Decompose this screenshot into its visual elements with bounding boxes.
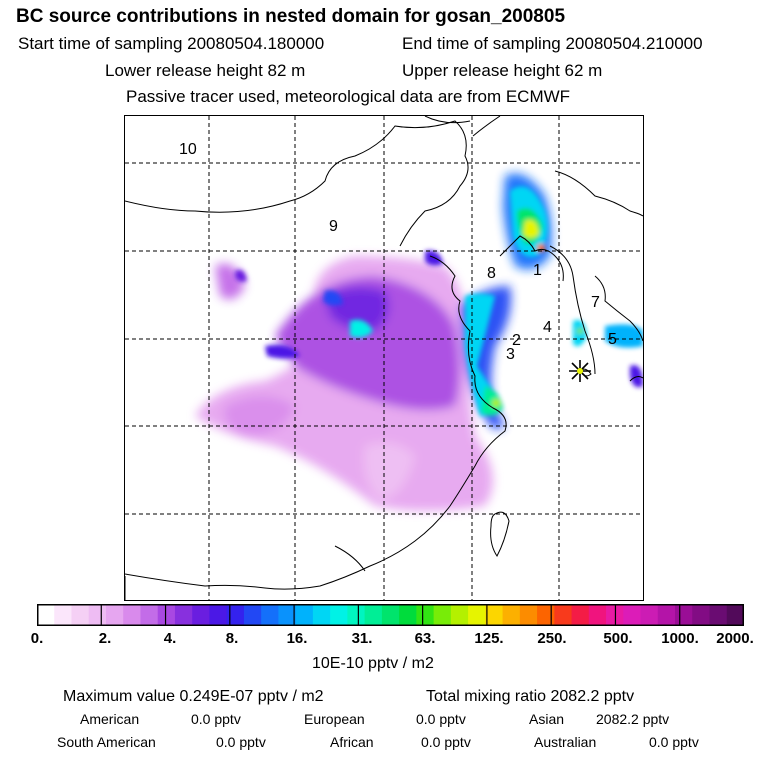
colorbar-swatch [54, 604, 73, 626]
colorbar-tick-3: 8. [225, 630, 239, 647]
region-label-4: 4 [543, 319, 552, 336]
colorbar [37, 604, 744, 626]
colorbar-swatch [709, 604, 728, 626]
colorbar-swatch [657, 604, 676, 626]
european-value: 0.0 pptv [416, 711, 466, 727]
region-label-5: 5 [608, 331, 617, 348]
region-label-8: 8 [487, 265, 496, 282]
colorbar-swatch [88, 604, 107, 626]
colorbar-tick-6: 63. [414, 630, 436, 647]
colorbar-tick-8: 250. [537, 630, 567, 647]
colorbar-swatch [209, 604, 228, 626]
colorbar-swatch [381, 604, 400, 626]
colorbar-unit: 10E-10 pptv / m2 [312, 655, 434, 672]
colorbar-tick-2: 4. [163, 630, 177, 647]
end-time-label: End time of sampling 20080504.210000 [402, 34, 703, 53]
american-label: American [80, 711, 140, 727]
south-american-value: 0.0 pptv [216, 734, 266, 750]
colorbar-swatch [571, 604, 590, 626]
lower-height-label: Lower release height 82 m [105, 61, 306, 80]
coastlines [125, 116, 643, 600]
map-svg: 10 9 8 1 7 2 3 4 5 [125, 116, 643, 600]
asian-label: Asian [529, 711, 565, 727]
colorbar-swatch [37, 604, 55, 626]
colorbar-swatch [295, 604, 314, 626]
colorbar-swatch [174, 604, 193, 626]
australian-label: Australian [534, 734, 597, 750]
total-mixing-ratio: Total mixing ratio 2082.2 pptv [426, 688, 635, 705]
colorbar-tick-5: 31. [351, 630, 373, 647]
region-label-1: 1 [533, 262, 542, 279]
colorbar-border [37, 604, 744, 626]
upper-height-label: Upper release height 62 m [402, 61, 603, 80]
colorbar-swatch [450, 604, 469, 626]
colorbar-tick-1: 2. [98, 630, 112, 647]
concentration-field [195, 173, 643, 511]
colorbar-tick-0: 0. [30, 630, 44, 647]
south-american-label: South American [57, 734, 156, 750]
colorbar-swatch [692, 604, 711, 626]
colorbar-swatch [640, 604, 659, 626]
colorbar-swatch [623, 604, 642, 626]
african-label: African [330, 734, 374, 750]
tracer-label: Passive tracer used, meteorological data… [126, 87, 571, 106]
colorbar-swatch [157, 604, 176, 626]
start-time-label: Start time of sampling 20080504.180000 [18, 34, 325, 53]
colorbar-swatch [330, 604, 348, 626]
european-label: European [304, 711, 365, 727]
lat-lon-grid [125, 116, 643, 600]
colorbar-swatch [140, 604, 159, 626]
colorbar-swatch [364, 604, 383, 626]
colorbar-swatch [726, 604, 744, 626]
australian-value: 0.0 pptv [649, 734, 699, 750]
colorbar-tick-4: 16. [286, 630, 308, 647]
region-label-7: 7 [591, 294, 600, 311]
region-label-3: 3 [506, 346, 515, 363]
colorbar-swatch [485, 604, 504, 626]
colorbar-swatch [71, 604, 90, 626]
colorbar-tick-7: 125. [474, 630, 504, 647]
african-value: 0.0 pptv [421, 734, 471, 750]
colorbar-swatch [399, 604, 417, 626]
colorbar-swatch [243, 604, 262, 626]
asian-value: 2082.2 pptv [596, 711, 670, 727]
colorbar-swatch [554, 604, 573, 626]
colorbar-swatch [502, 604, 521, 626]
colorbar-swatch [312, 604, 331, 626]
colorbar-tick-10: 1000. [661, 630, 699, 647]
colorbar-swatch [278, 604, 297, 626]
colorbar-swatch [675, 604, 693, 626]
colorbar-tick-11: 2000. [716, 630, 754, 647]
region-label-10: 10 [179, 141, 197, 158]
receptor-star-icon [569, 360, 591, 382]
american-value: 0.0 pptv [191, 711, 241, 727]
colorbar-swatch [347, 604, 366, 626]
colorbar-swatch [433, 604, 452, 626]
colorbar-swatch [261, 604, 280, 626]
map-panel: 10 9 8 1 7 2 3 4 5 [124, 115, 644, 601]
colorbar-swatch [416, 604, 435, 626]
colorbar-swatch [537, 604, 555, 626]
colorbar-swatch [123, 604, 142, 626]
colorbar-swatch [192, 604, 211, 626]
colorbar-swatch [226, 604, 245, 626]
region-label-9: 9 [329, 218, 338, 235]
chart-title: BC source contributions in nested domain… [16, 6, 566, 27]
colorbar-swatch [468, 604, 486, 626]
region-label-2: 2 [512, 332, 521, 349]
colorbar-swatch [519, 604, 538, 626]
maximum-value: Maximum value 0.249E-07 pptv / m2 [63, 688, 324, 705]
colorbar-swatch [588, 604, 607, 626]
colorbar-swatch [105, 604, 124, 626]
colorbar-tick-9: 500. [603, 630, 633, 647]
